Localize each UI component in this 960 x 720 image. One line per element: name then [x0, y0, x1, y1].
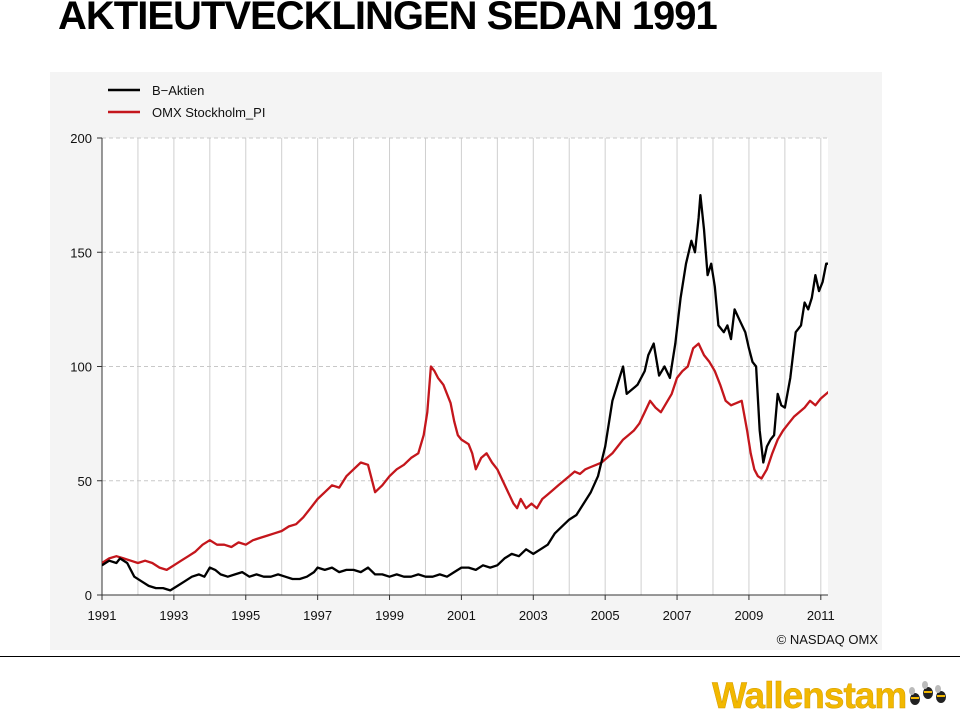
line-chart: 0 50 100 150 200 1991 1993 1995 1997 1999 2001 2003…: [70, 83, 879, 647]
y-tick-label: 100: [70, 360, 92, 375]
x-tick-label: 2009: [734, 608, 763, 623]
x-tick-label: 2001: [447, 608, 476, 623]
x-tick-label: 1999: [375, 608, 404, 623]
x-tick-label: 1993: [159, 608, 188, 623]
y-tick-label: 50: [78, 474, 92, 489]
series-line-b-aktien: [102, 193, 828, 592]
x-tick-label: 2005: [591, 608, 620, 623]
copyright-note: © NASDAQ OMX: [777, 632, 879, 647]
brand-name: Wallenstam: [712, 675, 908, 717]
x-tick-label: 1997: [303, 608, 332, 623]
footer-divider: [0, 656, 960, 657]
bees-icon: [909, 681, 947, 705]
y-tick-label: 0: [85, 588, 92, 603]
chart-panel: 0 50 100 150 200 1991 1993 1995 1997 1999 2001 2003…: [50, 72, 882, 650]
brand-logo: Wallenstam: [712, 675, 957, 717]
x-tick-label: 1995: [231, 608, 260, 623]
y-tick-label: 150: [70, 245, 92, 260]
legend-label: OMX Stockholm_PI: [152, 105, 265, 120]
x-tick-label: 2007: [663, 608, 692, 623]
x-tick-label: 2011: [807, 608, 835, 623]
x-tick-label: 1991: [88, 608, 117, 623]
y-tick-label: 200: [70, 131, 92, 146]
series-line-omx-stockholm-pi: [102, 342, 828, 572]
page-title: AKTIEUTVECKLINGEN SEDAN 1991: [58, 0, 718, 38]
x-tick-label: 2003: [519, 608, 548, 623]
legend-label: B−Aktien: [152, 83, 204, 98]
